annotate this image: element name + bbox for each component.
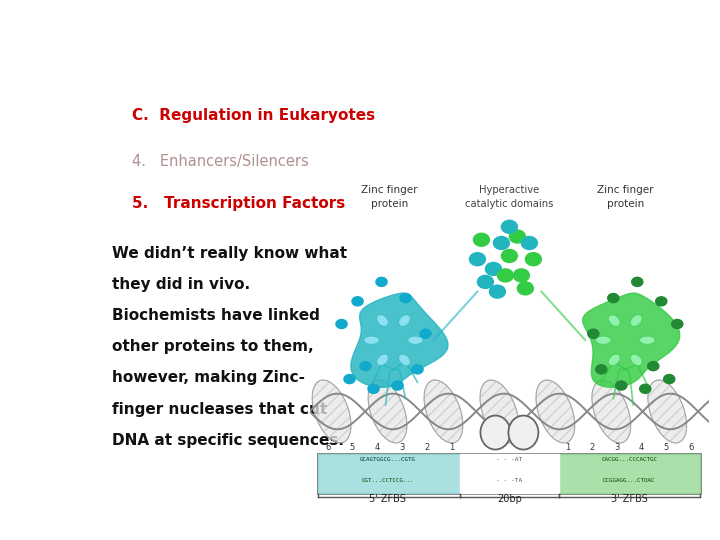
Circle shape [474, 233, 490, 246]
Circle shape [501, 249, 518, 262]
Ellipse shape [608, 315, 620, 326]
Text: - - -AT: - - -AT [496, 457, 523, 462]
Ellipse shape [408, 336, 423, 345]
Bar [318, 454, 460, 494]
Text: CCGGAGG...CTOAC: CCGGAGG...CTOAC [603, 478, 655, 483]
Text: 4.   Enhancers/Silencers: 4. Enhancers/Silencers [132, 154, 309, 169]
Circle shape [485, 262, 501, 275]
Circle shape [490, 285, 505, 298]
Circle shape [521, 237, 537, 249]
Text: 4: 4 [639, 443, 644, 452]
Ellipse shape [377, 315, 388, 326]
Text: however, making Zinc-: however, making Zinc- [112, 370, 305, 386]
Text: catalytic domains: catalytic domains [465, 199, 554, 210]
Text: Hyperactive: Hyperactive [480, 185, 539, 195]
Text: protein: protein [607, 199, 644, 210]
Ellipse shape [608, 354, 620, 366]
Circle shape [501, 220, 518, 233]
Ellipse shape [399, 354, 410, 366]
Circle shape [631, 278, 643, 286]
Circle shape [412, 365, 423, 374]
Ellipse shape [368, 380, 407, 443]
Ellipse shape [648, 380, 687, 443]
Text: 20bp: 20bp [497, 494, 522, 504]
Text: 3: 3 [614, 443, 620, 452]
Text: GCAGTGGCG...CGTG: GCAGTGGCG...CGTG [359, 457, 415, 462]
Text: C.  Regulation in Eukaryotes: C. Regulation in Eukaryotes [132, 109, 375, 124]
Circle shape [336, 320, 347, 328]
Circle shape [376, 278, 387, 286]
Text: Biochemists have linked: Biochemists have linked [112, 308, 320, 323]
Circle shape [595, 365, 607, 374]
Ellipse shape [508, 416, 539, 449]
Circle shape [526, 253, 541, 266]
Text: We didn’t really know what: We didn’t really know what [112, 246, 348, 261]
Circle shape [588, 329, 599, 338]
Text: 1: 1 [449, 443, 454, 452]
Text: 5: 5 [350, 443, 355, 452]
Circle shape [420, 329, 431, 338]
Text: other proteins to them,: other proteins to them, [112, 339, 314, 354]
Circle shape [518, 282, 534, 295]
Circle shape [608, 294, 619, 302]
Circle shape [360, 362, 371, 370]
Ellipse shape [592, 380, 631, 443]
Text: 6: 6 [688, 443, 694, 452]
Circle shape [352, 297, 363, 306]
Ellipse shape [480, 380, 519, 443]
Circle shape [616, 381, 627, 390]
Ellipse shape [639, 336, 655, 345]
Text: CACGG...CCCACTGC: CACGG...CCCACTGC [601, 457, 657, 462]
Text: 3: 3 [399, 443, 405, 452]
Text: 6: 6 [325, 443, 330, 452]
Circle shape [672, 320, 683, 328]
Ellipse shape [631, 354, 642, 366]
Ellipse shape [595, 336, 611, 345]
Ellipse shape [364, 336, 379, 345]
Polygon shape [582, 293, 680, 387]
Ellipse shape [536, 380, 575, 443]
Text: protein: protein [371, 199, 408, 210]
Circle shape [656, 297, 667, 306]
Ellipse shape [377, 354, 388, 366]
Ellipse shape [424, 380, 463, 443]
Text: 5: 5 [664, 443, 669, 452]
Text: 2: 2 [424, 443, 429, 452]
Bar [460, 454, 559, 494]
Circle shape [392, 381, 403, 390]
Text: 5.   Transcription Factors: 5. Transcription Factors [132, 196, 345, 211]
Bar [559, 454, 701, 494]
Text: they did in vivo.: they did in vivo. [112, 277, 251, 292]
FancyBboxPatch shape [318, 454, 701, 494]
Circle shape [510, 230, 526, 243]
Polygon shape [351, 293, 448, 387]
Circle shape [400, 294, 411, 302]
Text: Zinc finger: Zinc finger [361, 185, 418, 195]
Circle shape [344, 375, 355, 383]
Circle shape [477, 275, 493, 288]
Text: 5' ZFBS: 5' ZFBS [369, 494, 406, 504]
Circle shape [648, 362, 659, 370]
Circle shape [469, 253, 485, 266]
Text: 1: 1 [564, 443, 570, 452]
Ellipse shape [631, 315, 642, 326]
Ellipse shape [312, 380, 351, 443]
Text: CGT...CCTCCG...: CGT...CCTCCG... [361, 478, 414, 483]
Text: DNA at specific sequences.: DNA at specific sequences. [112, 433, 344, 448]
Text: 4: 4 [374, 443, 379, 452]
Circle shape [498, 269, 513, 282]
Circle shape [513, 269, 529, 282]
Text: Zinc finger: Zinc finger [597, 185, 654, 195]
Text: 2: 2 [590, 443, 595, 452]
Text: - - -TA: - - -TA [496, 478, 523, 483]
Circle shape [639, 384, 651, 393]
Text: 3' ZFBS: 3' ZFBS [611, 494, 648, 504]
Circle shape [664, 375, 675, 383]
Circle shape [368, 384, 379, 393]
Ellipse shape [480, 416, 510, 449]
Circle shape [493, 237, 510, 249]
Text: finger nucleases that cut: finger nucleases that cut [112, 402, 328, 416]
Ellipse shape [399, 315, 410, 326]
